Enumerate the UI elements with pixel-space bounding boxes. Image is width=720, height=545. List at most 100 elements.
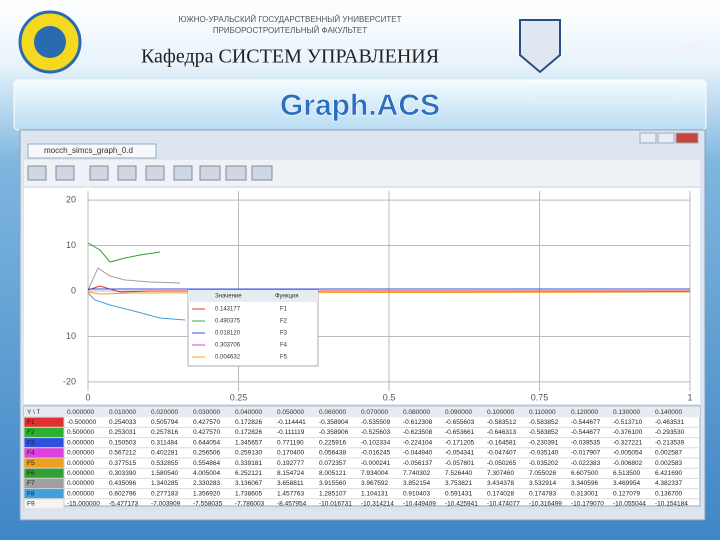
table-cell: 0.000000 (67, 480, 94, 487)
table-cell: 0.000000 (67, 460, 94, 467)
table-cell: 0.002583 (655, 460, 682, 467)
table-cell: 0.254033 (109, 419, 136, 426)
column-header: 0.050000 (277, 409, 304, 416)
table-cell: 0.377515 (109, 460, 136, 467)
plot-panel (24, 188, 700, 404)
department: Кафедра СИСТЕМ УПРАВЛЕНИЯ (141, 46, 439, 68)
table-cell: -0.022383 (571, 460, 601, 467)
table-cell: 3.967592 (361, 480, 388, 487)
maximize-button[interactable] (657, 132, 675, 144)
search-box[interactable] (529, 87, 679, 103)
university-name: ЮЖНО-УРАЛЬСКИЙ ГОСУДАРСТВЕННЫЙ УНИВЕРСИТ… (178, 15, 401, 24)
legend-cell: F5 (280, 355, 288, 361)
y-tick-label: 20 (66, 194, 76, 204)
table-cell: -0.612308 (403, 419, 433, 426)
tool-button[interactable] (117, 165, 137, 181)
close-button[interactable] (675, 132, 699, 144)
table-cell: 0.910403 (403, 490, 430, 497)
table-cell: -10.016731 (319, 501, 352, 508)
x-tick-label: 0 (85, 392, 90, 402)
column-header: 0.140000 (655, 409, 682, 416)
column-header: 0.040000 (235, 409, 262, 416)
table-cell: 0.000000 (67, 450, 94, 457)
tool-button[interactable] (225, 165, 247, 181)
table-cell: -10.179070 (571, 501, 604, 508)
table-cell: 0.311484 (151, 439, 178, 446)
table-cell: -10.055044 (613, 501, 646, 508)
table-cell: -10.474077 (487, 501, 520, 508)
table-cell: 0.303390 (109, 470, 136, 477)
table-cell: -0.358906 (319, 429, 349, 436)
table-cell: -0.035140 (529, 450, 559, 457)
table-cell: 3.753821 (445, 480, 472, 487)
table-cell: 7.526440 (445, 470, 472, 477)
tab-title: mocch_simcs_graph_0.d (44, 146, 133, 155)
table-cell: -0.500000 (67, 419, 97, 426)
tool-button[interactable] (27, 165, 47, 181)
legend-cell: F4 (280, 343, 288, 349)
tool-button[interactable] (89, 165, 109, 181)
column-header: 0.090000 (445, 409, 472, 416)
plane-image (630, 40, 705, 64)
tool-button[interactable] (173, 165, 193, 181)
document-tab[interactable] (27, 143, 157, 159)
row-label: F9 (27, 501, 35, 508)
table-cell: 3.915560 (319, 480, 346, 487)
table-cell: 7.934004 (361, 470, 388, 477)
table-cell: 2.330283 (193, 480, 220, 487)
table-cell: 0.427570 (193, 419, 220, 426)
column-header: 0.020000 (151, 409, 178, 416)
legend-cell: 0.303706 (215, 343, 241, 349)
table-cell: -10.425941 (445, 501, 478, 508)
table-cell: 0.500000 (67, 429, 94, 436)
table-cell: -0.050265 (487, 460, 517, 467)
column-header: 0.000000 (67, 409, 94, 416)
table-cell: -0.513710 (613, 419, 643, 426)
table-cell: 7.740302 (403, 470, 430, 477)
table-cell: -0.358904 (319, 419, 349, 426)
faculty-name: ПРИБОРОСТРОИТЕЛЬНЫЙ ФАКУЛЬТЕТ (213, 26, 367, 35)
column-header: 0.130000 (613, 409, 640, 416)
table-cell: 0.771190 (277, 439, 304, 446)
table-cell: -0.525603 (361, 429, 391, 436)
table-cell: 0.591431 (445, 490, 472, 497)
table-cell: 3.434378 (487, 480, 514, 487)
tool-button[interactable] (55, 165, 75, 181)
toolbar (24, 160, 700, 186)
legend-cell: F3 (280, 331, 288, 337)
y-tick-label: -20 (63, 376, 76, 386)
table-cell: 4.005004 (193, 470, 220, 477)
row-label: F2 (27, 429, 35, 436)
legend-header-text: Значение (215, 294, 242, 300)
tool-button[interactable] (145, 165, 165, 181)
row-label: F7 (27, 480, 35, 487)
table-cell: 0.174028 (487, 490, 514, 497)
table-cell: -0.102334 (361, 439, 391, 446)
header-row (24, 407, 700, 418)
table-cell: 0.567212 (109, 450, 136, 457)
legend-box (187, 289, 319, 367)
table-cell: 6.607500 (571, 470, 598, 477)
table-cell: 0.257816 (151, 429, 178, 436)
y-tick-label: 10 (66, 331, 76, 341)
curve (87, 242, 161, 263)
table-cell: 4.382337 (655, 480, 682, 487)
minimize-button[interactable] (639, 132, 657, 144)
curve (87, 267, 181, 291)
table-cell: 0.256506 (193, 450, 220, 457)
table-cell: 3.340596 (571, 480, 598, 487)
table-cell: 3.532914 (529, 480, 556, 487)
table-cell: 1.340285 (151, 480, 178, 487)
column-header: 0.080000 (403, 409, 430, 416)
tool-button[interactable] (251, 165, 273, 181)
table-cell: -0.054341 (445, 450, 475, 457)
table-cell: -0.164581 (487, 439, 517, 446)
table-cell: 1.345657 (235, 439, 262, 446)
table-cell: 8.005121 (319, 470, 346, 477)
column-header: 0.070000 (361, 409, 388, 416)
table-cell: 7.055026 (529, 470, 556, 477)
table-cell: -7.003909 (151, 501, 181, 508)
column-header: 0.060000 (319, 409, 346, 416)
tool-button[interactable] (199, 165, 221, 181)
